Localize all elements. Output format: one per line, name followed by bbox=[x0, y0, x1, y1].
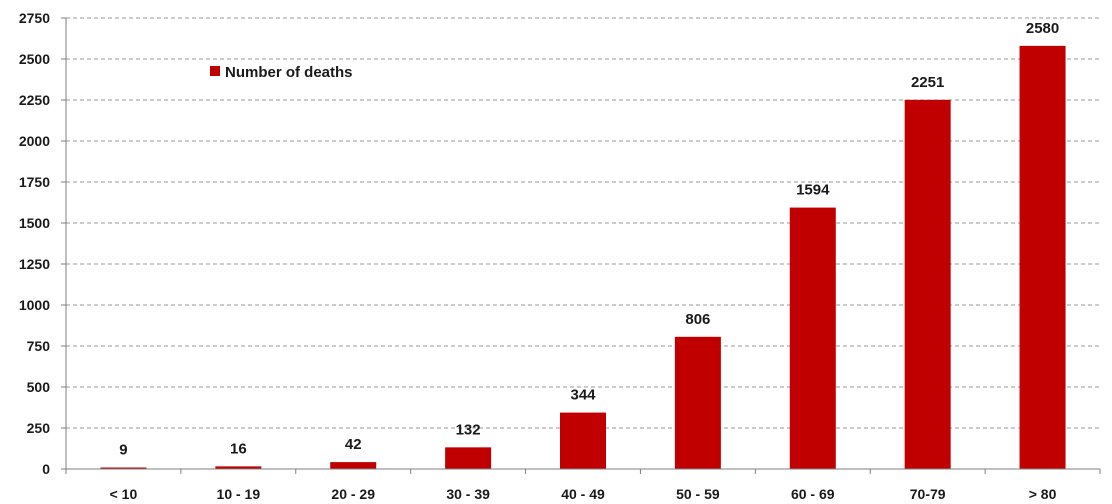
x-tick-label: > 80 bbox=[1029, 486, 1057, 502]
bar bbox=[674, 336, 721, 469]
x-tick-label: 40 - 49 bbox=[561, 486, 605, 502]
data-labels: 9 16 42 132 344 806 1594 2251 2580 bbox=[119, 20, 1059, 459]
x-tick-label: 10 - 19 bbox=[217, 486, 261, 502]
bar-value-label: 2580 bbox=[1026, 20, 1059, 37]
axes bbox=[65, 18, 1100, 470]
bar-value-label: 344 bbox=[570, 387, 596, 404]
x-tick-label: 60 - 69 bbox=[791, 486, 835, 502]
bar-value-label: 132 bbox=[456, 421, 481, 438]
x-tick-label: 30 - 39 bbox=[446, 486, 490, 502]
x-tick-label: < 10 bbox=[110, 486, 138, 502]
bar-value-label: 42 bbox=[345, 436, 362, 453]
y-tick-label: 1750 bbox=[19, 174, 50, 190]
y-tick-label: 0 bbox=[42, 461, 50, 477]
y-tick-label: 2250 bbox=[19, 92, 50, 108]
bar-value-label: 806 bbox=[685, 311, 710, 328]
bar bbox=[215, 466, 262, 469]
y-tick-label: 2000 bbox=[19, 133, 50, 149]
x-axis-ticks: < 10 10 - 19 20 - 29 30 - 39 40 - 49 50 - 59 6… bbox=[65, 469, 1101, 502]
bar bbox=[445, 447, 492, 469]
y-tick-label: 750 bbox=[27, 338, 51, 354]
x-tick-label: 20 - 29 bbox=[331, 486, 375, 502]
legend: Number of deaths bbox=[210, 64, 353, 81]
x-tick-label: 70-79 bbox=[910, 486, 946, 502]
bar bbox=[904, 99, 951, 469]
x-tick-label: 50 - 59 bbox=[676, 486, 720, 502]
bar bbox=[560, 412, 606, 469]
y-tick-label: 2750 bbox=[19, 10, 50, 26]
bar bbox=[330, 462, 377, 469]
bar-value-label: 2251 bbox=[911, 74, 944, 91]
bar-value-label: 16 bbox=[230, 440, 247, 457]
y-tick-label: 1500 bbox=[19, 215, 50, 231]
y-tick-label: 1000 bbox=[19, 297, 50, 313]
bar bbox=[789, 207, 836, 470]
y-axis-ticks: 0 250 500 750 1000 1250 1500 1750 2000 2250 2500 27… bbox=[19, 10, 66, 477]
bar-value-label: 1594 bbox=[796, 182, 830, 199]
y-tick-label: 250 bbox=[27, 420, 51, 436]
bar bbox=[1019, 45, 1066, 469]
y-tick-label: 500 bbox=[27, 379, 51, 395]
y-tick-label: 1250 bbox=[19, 256, 50, 272]
legend-label: Number of deaths bbox=[225, 64, 353, 81]
bar-value-label: 9 bbox=[119, 442, 127, 459]
legend-swatch bbox=[210, 66, 220, 76]
bars bbox=[100, 45, 1066, 470]
bar bbox=[100, 467, 147, 469]
y-tick-label: 2500 bbox=[19, 51, 50, 67]
